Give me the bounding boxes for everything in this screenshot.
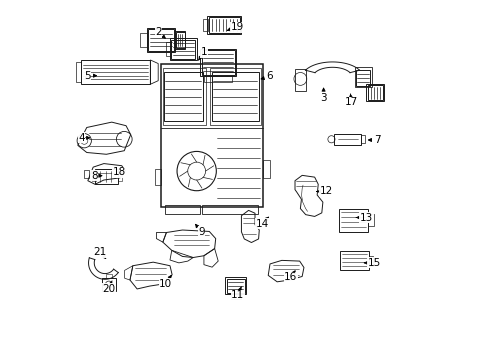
Bar bbox=[176, 32, 185, 48]
Bar bbox=[140, 33, 147, 47]
Bar bbox=[356, 69, 370, 86]
Bar bbox=[172, 40, 196, 59]
Text: 1: 1 bbox=[198, 47, 207, 60]
Text: 11: 11 bbox=[231, 287, 245, 300]
Bar bbox=[340, 251, 369, 270]
Text: 2: 2 bbox=[155, 27, 165, 38]
Bar bbox=[263, 160, 270, 178]
Bar bbox=[161, 64, 263, 207]
Text: 15: 15 bbox=[364, 258, 381, 268]
Bar bbox=[212, 72, 259, 121]
Bar bbox=[367, 84, 384, 102]
Bar bbox=[148, 29, 174, 51]
Text: 20: 20 bbox=[102, 281, 115, 294]
Bar bbox=[225, 277, 246, 294]
Text: 12: 12 bbox=[317, 186, 333, 197]
Bar bbox=[155, 169, 161, 185]
Bar bbox=[83, 170, 89, 178]
Text: 16: 16 bbox=[284, 271, 297, 282]
Bar bbox=[165, 205, 200, 214]
Bar bbox=[106, 274, 112, 278]
Text: 17: 17 bbox=[345, 94, 358, 107]
Bar bbox=[339, 208, 368, 232]
Bar bbox=[76, 62, 81, 82]
Bar bbox=[147, 28, 175, 52]
Bar bbox=[200, 49, 236, 76]
Bar bbox=[355, 67, 372, 87]
Bar bbox=[231, 294, 241, 299]
Bar bbox=[203, 18, 208, 31]
Text: 9: 9 bbox=[196, 224, 205, 237]
Text: 4: 4 bbox=[78, 133, 90, 143]
Text: 7: 7 bbox=[368, 135, 380, 145]
Bar bbox=[81, 60, 150, 84]
Bar bbox=[369, 256, 373, 266]
Bar bbox=[368, 85, 383, 100]
Bar bbox=[102, 278, 116, 292]
Bar bbox=[295, 68, 306, 91]
Text: 6: 6 bbox=[261, 71, 273, 81]
Bar bbox=[95, 169, 118, 184]
Bar bbox=[207, 16, 242, 34]
Text: 8: 8 bbox=[91, 171, 102, 181]
Text: 10: 10 bbox=[159, 275, 172, 289]
Bar bbox=[92, 172, 96, 181]
Bar bbox=[167, 42, 171, 56]
Bar bbox=[202, 50, 235, 75]
Bar bbox=[227, 279, 245, 293]
Bar bbox=[202, 205, 258, 214]
Bar bbox=[163, 68, 206, 125]
Bar bbox=[209, 17, 240, 33]
Bar bbox=[204, 76, 232, 82]
Bar bbox=[361, 135, 366, 143]
Text: 19: 19 bbox=[227, 22, 244, 32]
Bar bbox=[170, 38, 197, 60]
Bar bbox=[334, 134, 361, 145]
Text: 3: 3 bbox=[320, 88, 327, 103]
Bar bbox=[368, 214, 373, 226]
Text: 21: 21 bbox=[94, 247, 107, 258]
Bar bbox=[210, 68, 261, 125]
Bar bbox=[164, 72, 202, 121]
Text: 5: 5 bbox=[84, 71, 97, 81]
Bar bbox=[175, 31, 185, 49]
Text: 13: 13 bbox=[356, 212, 373, 222]
Bar bbox=[118, 172, 122, 181]
Text: 14: 14 bbox=[255, 217, 269, 229]
Text: 18: 18 bbox=[113, 167, 126, 177]
